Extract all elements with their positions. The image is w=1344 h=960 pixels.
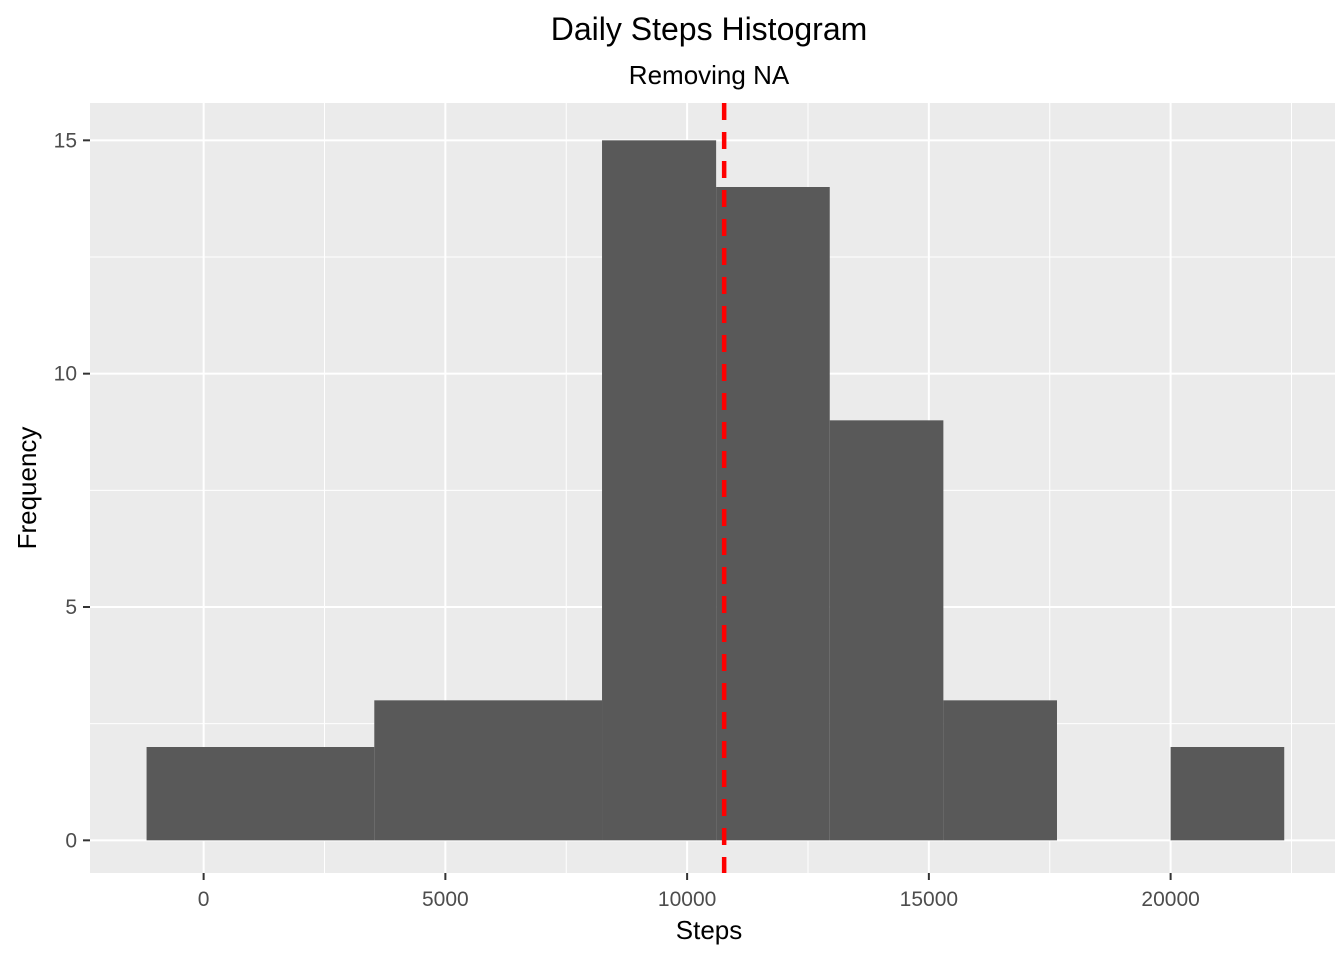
histogram-bar-6 <box>943 700 1057 841</box>
histogram-bar-8 <box>1170 747 1285 841</box>
chart-subtitle: Removing NA <box>629 60 790 90</box>
y-axis: 0 5 10 15 <box>54 129 90 852</box>
histogram-bar-5 <box>829 420 944 841</box>
x-axis-title: Steps <box>676 915 743 945</box>
y-tick-label: 10 <box>54 363 77 386</box>
y-tick-label: 5 <box>65 596 77 619</box>
histogram-bar-4 <box>716 187 830 841</box>
x-tick-label: 0 <box>198 888 210 911</box>
x-tick-label: 15000 <box>900 888 958 911</box>
x-tick-label: 5000 <box>422 888 469 911</box>
y-tick-label: 15 <box>54 129 77 152</box>
x-tick-label: 20000 <box>1141 888 1199 911</box>
y-axis-title: Frequency <box>12 427 42 550</box>
histogram-bars <box>146 140 1285 841</box>
histogram-bar-3 <box>602 140 717 841</box>
chart-title: Daily Steps Histogram <box>551 11 868 47</box>
x-axis: 0 5000 10000 15000 20000 <box>198 873 1200 911</box>
histogram-bar-2 <box>374 700 603 841</box>
y-tick-label: 0 <box>65 829 77 852</box>
x-tick-label: 10000 <box>658 888 716 911</box>
histogram-bar-1 <box>146 747 375 841</box>
